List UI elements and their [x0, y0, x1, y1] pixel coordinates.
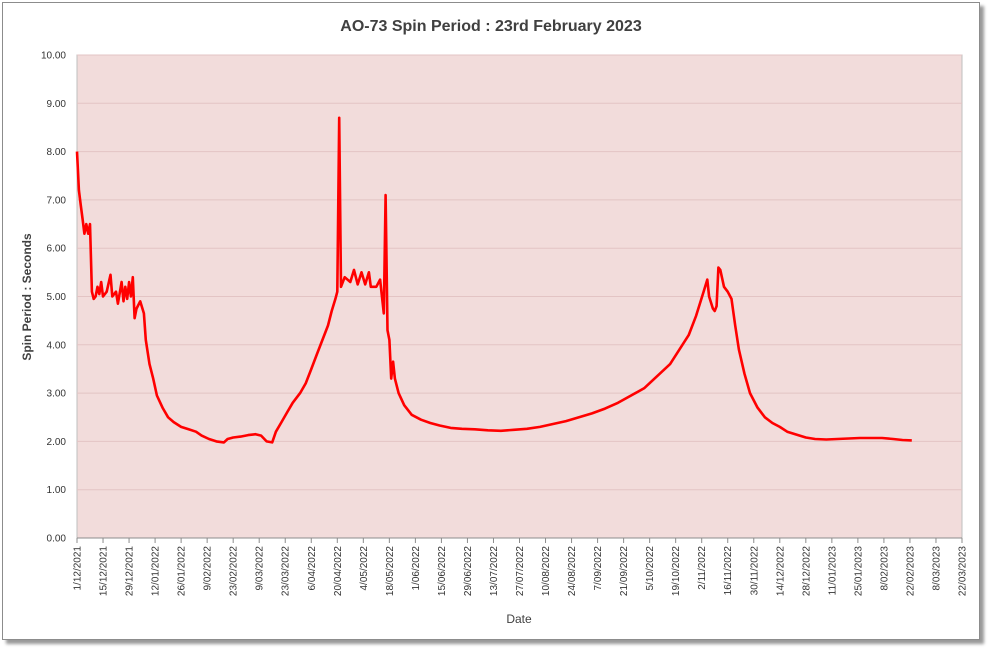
x-tick-label: 12/01/2022 [151, 546, 162, 596]
x-axis-title: Date [506, 612, 532, 626]
y-tick-label: 10.00 [41, 51, 66, 62]
y-tick-label: 0.00 [47, 534, 67, 545]
y-tick-label: 9.00 [47, 99, 67, 110]
x-tick-label: 22/02/2023 [905, 546, 916, 596]
x-tick-label: 22/03/2023 [958, 546, 969, 596]
x-tick-label: 9/02/2022 [203, 546, 214, 591]
x-tick-label: 27/07/2022 [515, 546, 526, 596]
x-tick-label: 1/06/2022 [411, 546, 422, 591]
x-tick-label: 21/09/2022 [619, 546, 630, 596]
y-axis-title: Spin Period : Seconds [20, 233, 34, 361]
x-axis-labels: 1/12/2021 15/12/2021 29/12/2021 12/01/2022 2… [73, 546, 969, 596]
y-tick-label: 5.00 [47, 292, 67, 303]
x-tick-label: 10/08/2022 [541, 546, 552, 596]
chart-title: AO-73 Spin Period : 23rd February 2023 [340, 18, 642, 35]
x-tick-label: 23/02/2022 [229, 546, 240, 596]
x-tick-label: 15/12/2021 [99, 546, 110, 596]
x-tick-label: 6/04/2022 [307, 546, 318, 591]
y-tick-label: 2.00 [47, 437, 67, 448]
x-tick-label: 16/11/2022 [723, 546, 734, 596]
x-tick-label: 5/10/2022 [645, 546, 656, 591]
x-tick-label: 24/08/2022 [567, 546, 578, 596]
x-tick-label: 26/01/2022 [177, 546, 188, 596]
x-tick-label: 29/12/2021 [125, 546, 136, 596]
x-tick-label: 8/02/2023 [879, 546, 890, 591]
y-tick-label: 3.00 [47, 389, 67, 400]
x-tick-label: 23/03/2022 [281, 546, 292, 596]
x-tick-label: 15/06/2022 [437, 546, 448, 596]
y-tick-label: 6.00 [47, 244, 67, 255]
x-tick-label: 7/09/2022 [593, 546, 604, 591]
gridlines [77, 54, 962, 491]
y-tick-label: 7.00 [47, 195, 67, 206]
x-tick-label: 20/04/2022 [333, 546, 344, 596]
x-tick-label: 19/10/2022 [671, 546, 682, 596]
x-tick-label: 4/05/2022 [359, 546, 370, 591]
x-tick-label: 18/05/2022 [385, 546, 396, 596]
x-tick-label: 13/07/2022 [489, 546, 500, 596]
x-tick-label: 29/06/2022 [463, 546, 474, 596]
x-tick-label: 8/03/2023 [931, 546, 942, 591]
x-tick-label: 9/03/2022 [255, 546, 266, 591]
x-axis-ticks [76, 538, 963, 543]
y-axis-labels: 0.00 1.00 2.00 3.00 4.00 5.00 6.00 7.00 8.00 9.00… [41, 51, 66, 545]
y-tick-label: 8.00 [47, 147, 67, 158]
x-tick-label: 30/11/2022 [749, 546, 760, 596]
series-line [75, 116, 912, 444]
x-tick-label: 28/12/2022 [801, 546, 812, 596]
x-tick-label: 1/12/2021 [73, 546, 84, 591]
x-tick-label: 2/11/2022 [697, 546, 708, 590]
y-tick-label: 4.00 [47, 340, 67, 351]
x-tick-label: 14/12/2022 [775, 546, 786, 596]
x-tick-label: 11/01/2023 [827, 546, 838, 596]
y-tick-label: 1.00 [47, 485, 67, 496]
x-tick-label: 25/01/2023 [853, 546, 864, 596]
